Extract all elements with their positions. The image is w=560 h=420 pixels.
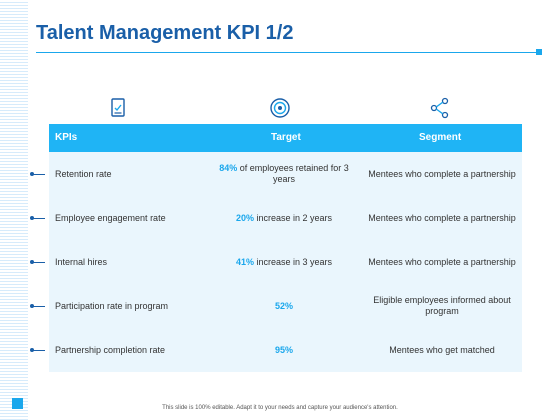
row-bullet-dot xyxy=(30,172,34,176)
kpi-cell: Participation rate in program xyxy=(55,301,169,311)
kpi-table-background xyxy=(49,124,522,372)
table-row: Employee engagement rate 20% increase in… xyxy=(49,196,522,240)
target-percent: 95% xyxy=(274,344,293,355)
row-bullet-line xyxy=(33,349,45,351)
header-segment: Segment xyxy=(419,132,462,143)
corner-accent-square xyxy=(12,398,23,409)
row-bullet-dot xyxy=(30,304,34,308)
checklist-icon xyxy=(111,98,125,117)
kpi-cell: Employee engagement rate xyxy=(55,213,166,223)
segment-cell: Mentees who complete a partnership xyxy=(368,168,516,179)
table-row: Internal hires 41% increase in 3 years M… xyxy=(49,240,522,284)
segment-cell: Eligible employees informed about progra… xyxy=(373,295,511,316)
row-bullet-line xyxy=(33,305,45,307)
table-row: Participation rate in program 52% Eligib… xyxy=(49,284,522,328)
table-header-row: KPIs Target Segment xyxy=(49,124,522,152)
target-description: increase in 2 years xyxy=(253,212,333,223)
target-cell: 52% xyxy=(209,284,359,328)
target-percent: 84% xyxy=(219,163,238,173)
table-row: Retention rate 84% of employees retained… xyxy=(49,152,522,196)
target-description: increase in 3 years xyxy=(253,256,333,267)
page-title: Talent Management KPI 1/2 xyxy=(36,22,294,44)
segment-cell: Mentees who get matched xyxy=(389,344,495,355)
segment-cell: Mentees who complete a partnership xyxy=(368,212,516,223)
share-icon xyxy=(430,97,449,119)
target-icon xyxy=(270,98,290,118)
footer-note: This slide is 100% editable. Adapt it to… xyxy=(162,405,398,411)
target-cell: 41% increase in 3 years xyxy=(209,240,359,284)
left-decorative-stripe xyxy=(0,0,28,420)
target-percent: 41% xyxy=(235,256,254,267)
kpi-cell: Partnership completion rate xyxy=(55,345,166,355)
row-bullet-line xyxy=(33,261,45,263)
row-bullet-dot xyxy=(30,260,34,264)
table-row: Partnership completion rate 95% Mentees … xyxy=(49,328,522,372)
target-cell: 84% of employees retained for 3 years xyxy=(209,152,359,196)
row-bullet-dot xyxy=(30,216,34,220)
kpi-cell: Retention rate xyxy=(55,169,112,179)
header-kpis: KPIs xyxy=(55,132,78,143)
row-bullet-line xyxy=(33,217,45,219)
kpi-cell: Internal hires xyxy=(55,257,108,267)
target-percent: 20% xyxy=(235,212,254,223)
row-bullet-line xyxy=(33,173,45,175)
title-rule-end-square xyxy=(536,49,542,55)
header-target: Target xyxy=(271,132,301,143)
segment-cell: Mentees who complete a partnership xyxy=(368,256,516,267)
target-percent: 52% xyxy=(274,300,293,311)
title-underline xyxy=(36,52,536,53)
target-description: of employees retained for 3 years xyxy=(237,163,349,184)
target-cell: 20% increase in 2 years xyxy=(209,196,359,240)
target-cell: 95% xyxy=(209,328,359,372)
row-bullet-dot xyxy=(30,348,34,352)
